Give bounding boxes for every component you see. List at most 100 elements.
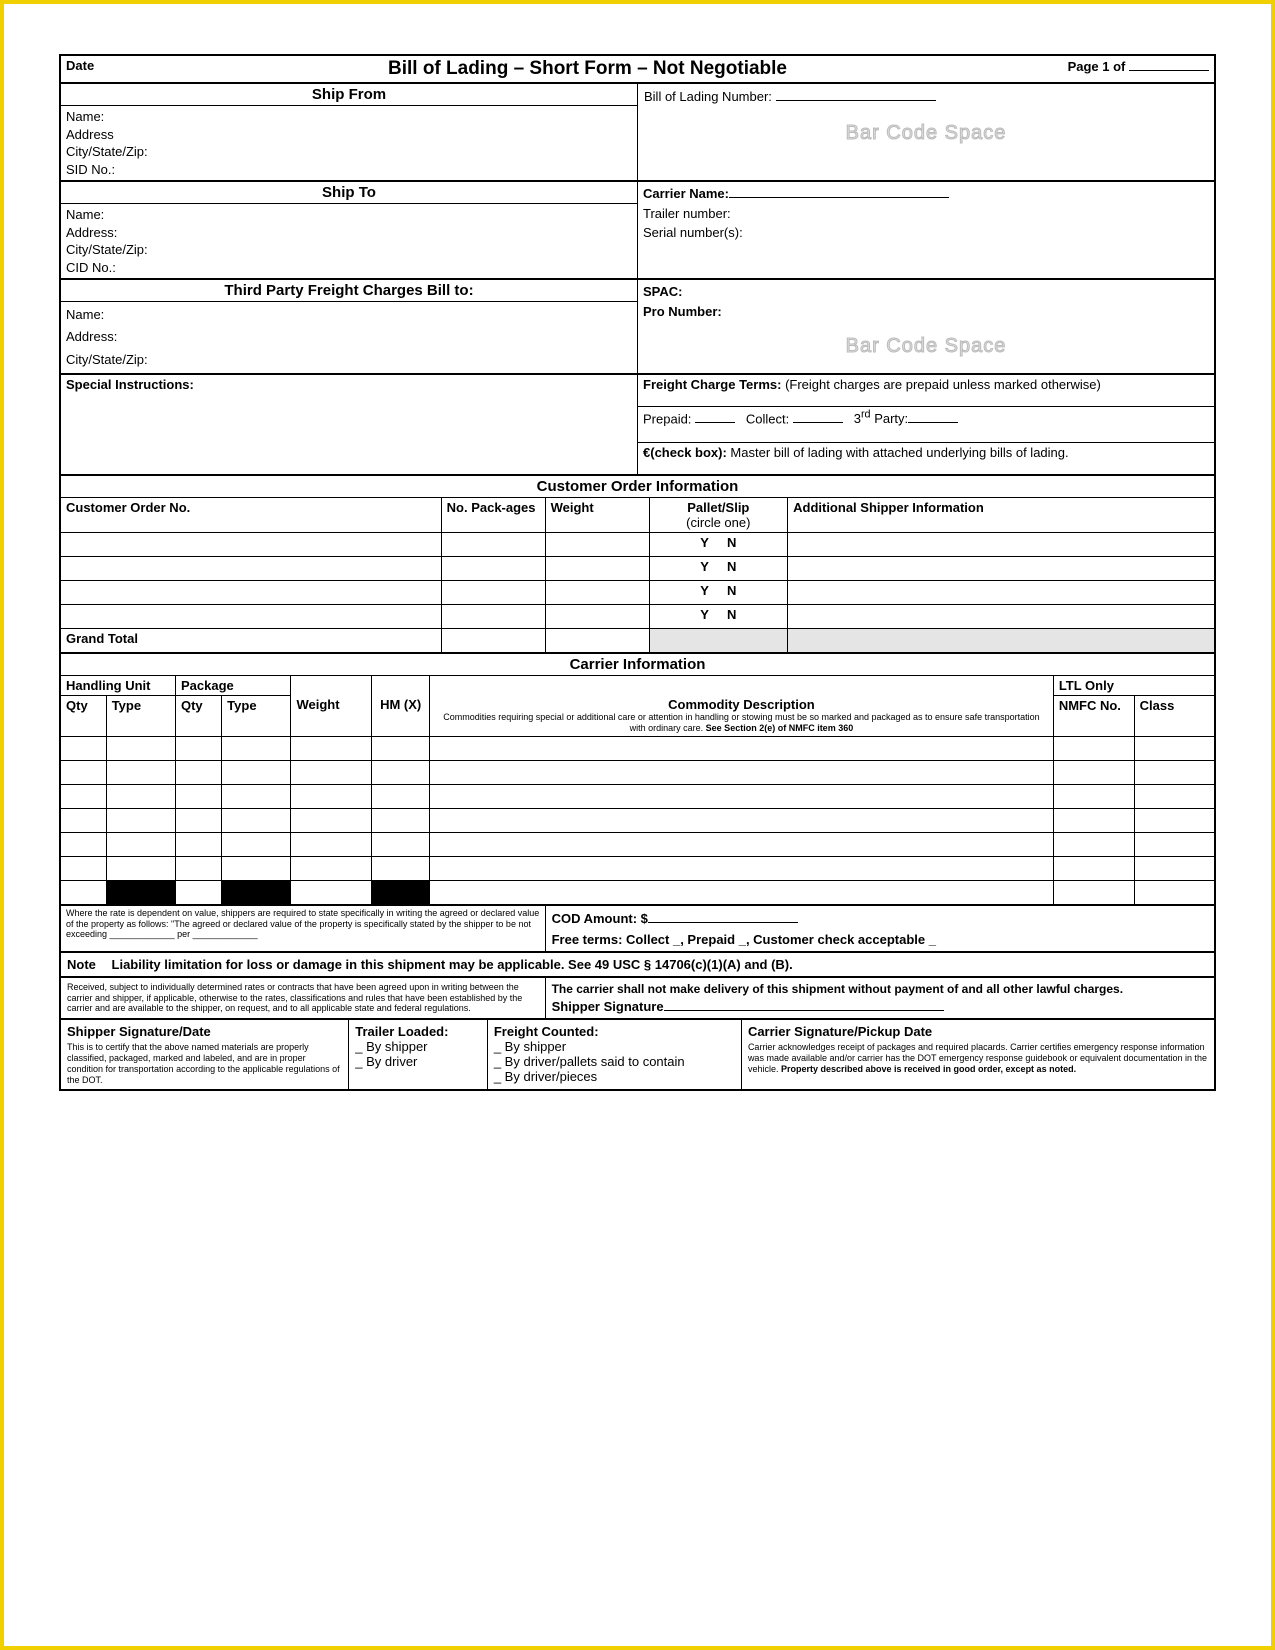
pallet-yn[interactable]: Y N: [649, 556, 788, 580]
fc-by-driver-pallets[interactable]: _ By driver/pallets said to contain: [494, 1054, 735, 1069]
table-cell[interactable]: [60, 856, 106, 880]
table-cell[interactable]: [1053, 880, 1134, 904]
table-cell[interactable]: [1053, 760, 1134, 784]
customer-order-table: Customer Order Information Customer Orde…: [59, 475, 1216, 653]
table-cell[interactable]: [222, 808, 291, 832]
table-cell[interactable]: [175, 808, 221, 832]
table-cell[interactable]: [291, 760, 372, 784]
table-cell[interactable]: [372, 856, 430, 880]
table-cell[interactable]: [222, 832, 291, 856]
weight-cell[interactable]: [545, 604, 649, 628]
table-cell[interactable]: [372, 808, 430, 832]
table-cell[interactable]: [1134, 736, 1215, 760]
table-cell[interactable]: [1053, 736, 1134, 760]
table-cell[interactable]: [430, 760, 1054, 784]
table-cell[interactable]: [175, 856, 221, 880]
table-cell[interactable]: [60, 832, 106, 856]
gt-additional-shade: [788, 628, 1215, 652]
gt-weight[interactable]: [545, 628, 649, 652]
table-cell[interactable]: [106, 832, 175, 856]
table-cell[interactable]: [106, 784, 175, 808]
table-cell[interactable]: [1134, 760, 1215, 784]
table-cell[interactable]: [175, 760, 221, 784]
shipper-sig-line[interactable]: [664, 998, 944, 1011]
table-cell[interactable]: [60, 760, 106, 784]
table-cell[interactable]: [60, 808, 106, 832]
carrier-name-input[interactable]: [729, 185, 949, 198]
table-cell[interactable]: [222, 760, 291, 784]
table-cell[interactable]: [1053, 856, 1134, 880]
table-cell[interactable]: [175, 880, 221, 904]
pallet-yn[interactable]: Y N: [649, 580, 788, 604]
additional-cell[interactable]: [788, 556, 1215, 580]
additional-cell[interactable]: [788, 604, 1215, 628]
table-cell[interactable]: [222, 736, 291, 760]
table-cell[interactable]: [222, 784, 291, 808]
fc-by-driver-pieces[interactable]: _ By driver/pieces: [494, 1069, 735, 1084]
additional-cell[interactable]: [788, 580, 1215, 604]
gt-packages[interactable]: [441, 628, 545, 652]
table-cell[interactable]: [291, 832, 372, 856]
pallet-yn[interactable]: Y N: [649, 604, 788, 628]
table-cell[interactable]: [372, 784, 430, 808]
table-cell[interactable]: [106, 808, 175, 832]
collect-input[interactable]: [793, 410, 843, 423]
customer-order-heading: Customer Order Information: [60, 475, 1215, 497]
table-cell[interactable]: [1134, 784, 1215, 808]
table-cell[interactable]: [106, 760, 175, 784]
order-cell[interactable]: [60, 556, 441, 580]
order-cell[interactable]: [60, 580, 441, 604]
table-cell[interactable]: [106, 736, 175, 760]
carrier-info-heading: Carrier Information: [60, 653, 1215, 675]
table-cell[interactable]: [106, 856, 175, 880]
tl-by-driver[interactable]: _ By driver: [355, 1054, 481, 1069]
table-cell[interactable]: [175, 736, 221, 760]
packages-cell[interactable]: [441, 556, 545, 580]
table-cell[interactable]: [1053, 784, 1134, 808]
tl-by-shipper[interactable]: _ By shipper: [355, 1039, 481, 1054]
fc-by-shipper[interactable]: _ By shipper: [494, 1039, 735, 1054]
table-cell[interactable]: [372, 832, 430, 856]
shipto-address-label: Address:: [66, 224, 632, 242]
weight-cell[interactable]: [545, 580, 649, 604]
table-cell[interactable]: [60, 784, 106, 808]
packages-cell[interactable]: [441, 580, 545, 604]
page-of-blank[interactable]: [1129, 58, 1209, 71]
packages-cell[interactable]: [441, 604, 545, 628]
cod-input[interactable]: [648, 910, 798, 923]
bol-number-input[interactable]: [776, 88, 936, 101]
table-cell[interactable]: [430, 808, 1054, 832]
table-cell[interactable]: [291, 736, 372, 760]
table-cell[interactable]: [430, 736, 1054, 760]
table-cell[interactable]: [291, 808, 372, 832]
thirdparty-pay-input[interactable]: [908, 410, 958, 423]
table-cell[interactable]: [222, 856, 291, 880]
table-cell[interactable]: [430, 784, 1054, 808]
table-cell[interactable]: [1134, 856, 1215, 880]
table-cell[interactable]: [430, 880, 1054, 904]
weight-cell[interactable]: [545, 532, 649, 556]
table-cell[interactable]: [1134, 832, 1215, 856]
pallet-yn[interactable]: Y N: [649, 532, 788, 556]
table-cell[interactable]: [1053, 808, 1134, 832]
table-cell[interactable]: [291, 784, 372, 808]
table-cell[interactable]: [175, 784, 221, 808]
order-cell[interactable]: [60, 604, 441, 628]
packages-cell[interactable]: [441, 532, 545, 556]
table-cell[interactable]: [60, 880, 106, 904]
additional-cell[interactable]: [788, 532, 1215, 556]
table-cell[interactable]: [175, 832, 221, 856]
table-cell[interactable]: [291, 856, 372, 880]
table-cell[interactable]: [372, 736, 430, 760]
table-cell[interactable]: [291, 880, 372, 904]
order-cell[interactable]: [60, 532, 441, 556]
table-cell[interactable]: [372, 760, 430, 784]
table-cell[interactable]: [60, 736, 106, 760]
weight-cell[interactable]: [545, 556, 649, 580]
prepaid-input[interactable]: [695, 410, 735, 423]
table-cell[interactable]: [430, 832, 1054, 856]
table-cell[interactable]: [1134, 808, 1215, 832]
table-cell[interactable]: [1134, 880, 1215, 904]
table-cell[interactable]: [1053, 832, 1134, 856]
table-cell[interactable]: [430, 856, 1054, 880]
